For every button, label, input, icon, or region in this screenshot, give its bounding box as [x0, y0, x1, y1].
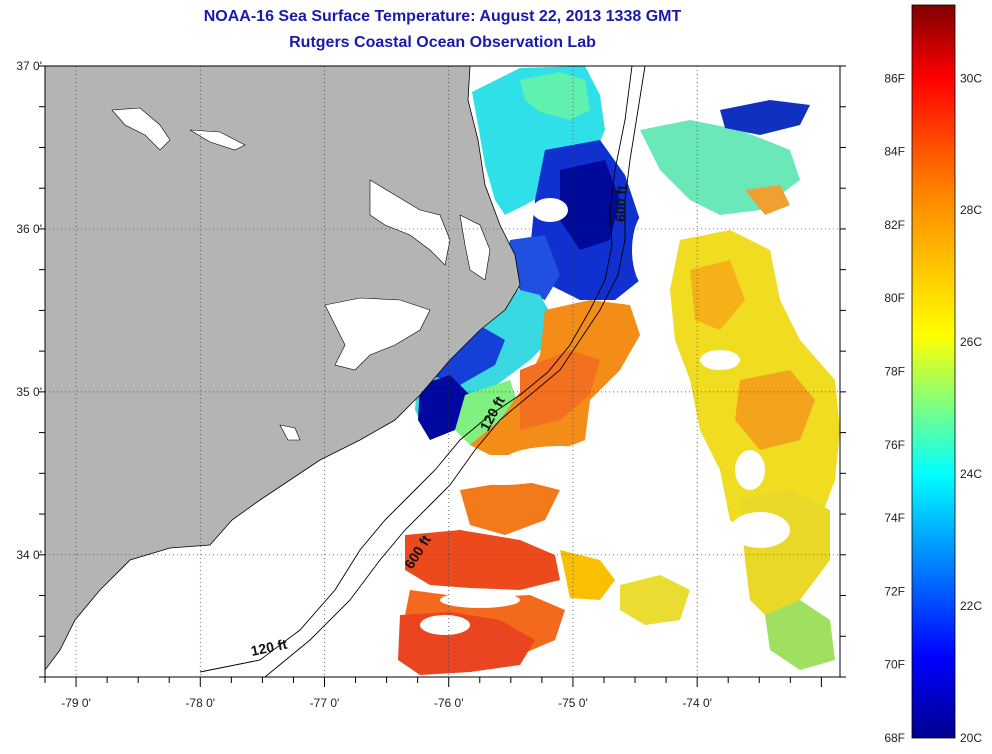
sst-patch-darkblue-1	[560, 160, 620, 250]
sst-patch-green-east	[765, 600, 835, 670]
colorbar-f-label: 78F	[884, 365, 905, 379]
axis-ticks	[39, 65, 846, 687]
latitude-label: 36 0'	[16, 222, 42, 236]
sst-patch-orange-east	[690, 260, 745, 330]
contour-600ft	[264, 66, 646, 677]
sst-patch-blue-east	[720, 100, 810, 135]
latitude-labels: 37 0' 36 0' 35 0' 34 0'	[16, 59, 42, 562]
sst-patch-orange-east-3	[745, 185, 790, 215]
colorbar-f-label: 72F	[884, 584, 905, 598]
sst-patch-orange-3	[460, 480, 560, 535]
colorbar-c-label: 28C	[960, 203, 982, 217]
sst-patch-green-north	[520, 72, 590, 120]
graticule	[45, 66, 840, 677]
colorbar-f-label: 80F	[884, 291, 905, 305]
colorbar-c-label: 24C	[960, 467, 982, 481]
colorbar-fahrenheit-labels: 86F 84F 82F 80F 78F 76F 74F 72F 70F 68F	[884, 71, 905, 745]
colorbar-c-label: 22C	[960, 599, 982, 613]
latitude-label: 35 0'	[16, 385, 42, 399]
colorbar-f-label: 68F	[884, 731, 905, 745]
colorbar-f-label: 76F	[884, 438, 905, 452]
longitude-label: -75 0'	[558, 696, 588, 710]
sst-patch-yellow-south	[560, 550, 615, 600]
sst-patch-green-mid	[455, 380, 520, 445]
colorbar-c-label: 26C	[960, 335, 982, 349]
colorbar-f-label: 86F	[884, 71, 905, 85]
contour-label-120-south: 120 ft	[249, 636, 288, 659]
contour-120ft	[199, 66, 633, 673]
inland-water	[111, 107, 491, 441]
longitude-label: -78 0'	[185, 696, 215, 710]
colorbar-f-label: 82F	[884, 218, 905, 232]
sst-patch-yellow-3	[620, 575, 690, 625]
latitude-label: 34 0'	[16, 548, 42, 562]
sst-patch-orange-2	[520, 350, 600, 430]
map-subtitle: Rutgers Coastal Ocean Observation Lab	[289, 34, 596, 51]
sst-patch-red-1	[405, 530, 560, 590]
latitude-label: 37 0'	[16, 59, 42, 73]
longitude-label: -79 0'	[61, 696, 91, 710]
longitude-label: -77 0'	[310, 696, 340, 710]
sst-patch-orange-east-2	[735, 370, 815, 450]
map-frame	[44, 65, 841, 678]
colorbar-f-label: 70F	[884, 658, 905, 672]
colorbar-celsius-labels: 30C 28C 26C 24C 22C 20C	[960, 71, 982, 745]
colorbar-f-label: 84F	[884, 145, 905, 159]
map-title: NOAA-16 Sea Surface Temperature: August …	[203, 8, 682, 25]
colorbar	[911, 4, 956, 739]
colorbar-c-label: 30C	[960, 71, 982, 85]
contour-label-600-north: 600 ft	[612, 185, 629, 222]
longitude-labels: -79 0' -78 0' -77 0' -76 0' -75 0' -74 0'	[61, 696, 712, 710]
longitude-label: -74 0'	[682, 696, 712, 710]
cloud-gaps	[420, 198, 790, 635]
longitude-label: -76 0'	[434, 696, 464, 710]
bathymetry-contours	[199, 66, 646, 677]
colorbar-f-label: 74F	[884, 511, 905, 525]
sst-patches	[398, 66, 840, 675]
colorbar-c-label: 20C	[960, 731, 982, 745]
